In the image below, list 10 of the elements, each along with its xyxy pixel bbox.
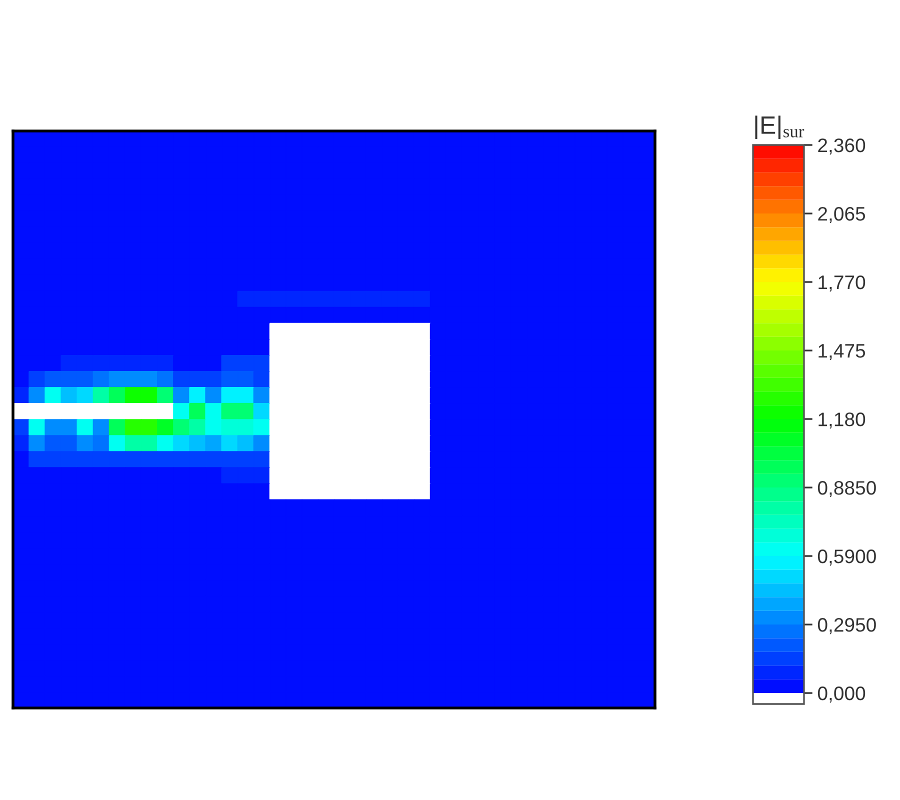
color-bar-label: 1,770 xyxy=(818,275,866,292)
color-bar-label: 1,475 xyxy=(818,344,866,360)
color-bar-label: 0,5900 xyxy=(818,549,876,566)
color-bar-label: 0,000 xyxy=(818,686,866,703)
color-bar-label: 2,065 xyxy=(818,206,866,224)
color-bar-label: 1,180 xyxy=(818,412,866,429)
color-bar-label: 0,2950 xyxy=(818,618,876,634)
color-bar-label: 2,360 xyxy=(818,138,866,155)
color-bar-label: 0,8850 xyxy=(818,480,876,498)
color-bar-title: |E|$_{sur}$ xyxy=(755,116,804,140)
